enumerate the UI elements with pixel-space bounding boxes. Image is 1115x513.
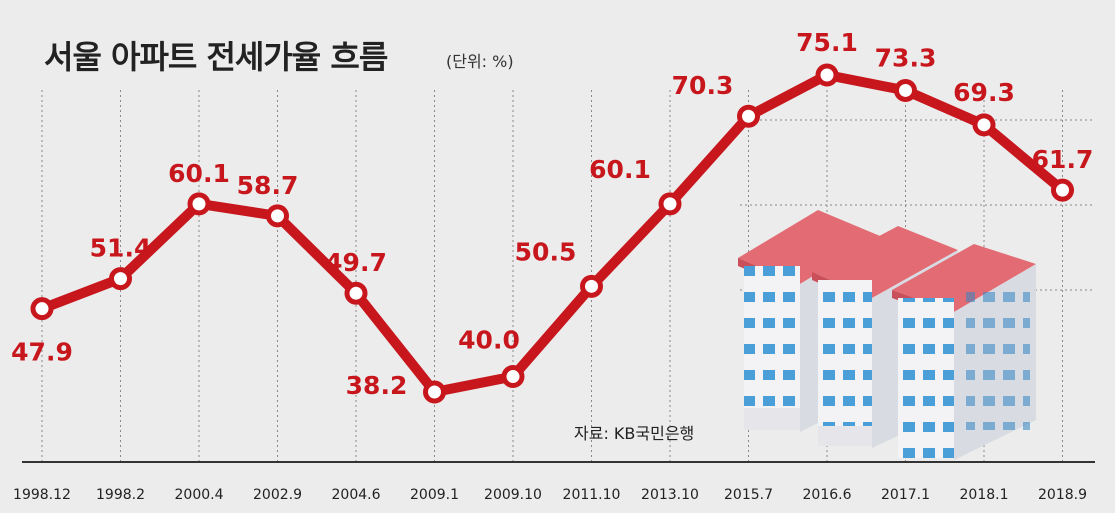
source-note: 자료: KB국민은행 [574, 424, 695, 443]
x-tick-label: 2009.10 [484, 487, 542, 503]
x-tick-label: 2009.1 [410, 487, 459, 503]
x-tick-label: 1998.12 [13, 487, 71, 503]
x-tick-labels: 1998.12 1998.2 2000.4 2002.9 2004.6 2009.1 200… [13, 487, 1087, 503]
data-label: 73.3 [875, 43, 937, 72]
data-point [894, 78, 917, 102]
unit-label: (단위: %) [446, 52, 514, 71]
data-point [972, 113, 996, 137]
data-point [266, 204, 289, 228]
x-tick-label: 2013.10 [641, 487, 699, 503]
x-tick-label: 2018.1 [960, 487, 1009, 503]
data-label: 50.5 [515, 237, 577, 266]
data-label: 60.1 [589, 155, 651, 184]
data-point [501, 365, 525, 389]
data-point [30, 297, 54, 321]
data-label: 49.7 [325, 248, 387, 277]
x-tick-label: 2017.1 [881, 487, 930, 503]
data-label: 61.7 [1032, 145, 1094, 174]
x-tick-label: 2004.6 [332, 487, 381, 503]
data-point [737, 104, 760, 128]
x-tick-label: 2016.6 [803, 487, 852, 503]
x-tick-label: 2002.9 [253, 487, 302, 503]
x-tick-label: 1998.2 [96, 487, 145, 503]
data-label: 51.4 [90, 234, 152, 263]
x-tick-label: 2000.4 [175, 487, 224, 503]
data-label: 40.0 [458, 326, 520, 355]
data-point [109, 267, 132, 291]
data-point [344, 281, 368, 305]
data-point [580, 274, 603, 298]
data-label: 38.2 [346, 371, 408, 400]
x-tick-label: 2011.10 [563, 487, 621, 503]
data-points [30, 63, 1074, 404]
series-line [37, 70, 1068, 397]
data-label: 75.1 [796, 28, 858, 57]
data-point [815, 63, 839, 87]
data-point [187, 192, 211, 216]
x-tick-label: 2015.7 [724, 487, 773, 503]
x-tick-label: 2018.9 [1038, 487, 1087, 503]
apartment-buildings-icon [738, 210, 1036, 460]
data-label: 47.9 [11, 338, 73, 367]
chart-title: 서울 아파트 전세가율 흐름 [44, 38, 388, 76]
data-label: 70.3 [672, 71, 734, 100]
data-label: 69.3 [953, 78, 1015, 107]
data-label: 58.7 [237, 171, 299, 200]
data-label: 60.1 [168, 159, 230, 188]
data-labels: 47.951.460.1 58.749.738.240.050.560.170.3… [11, 28, 1093, 400]
data-point [1051, 178, 1074, 202]
data-point [423, 380, 446, 404]
data-point [658, 192, 682, 216]
